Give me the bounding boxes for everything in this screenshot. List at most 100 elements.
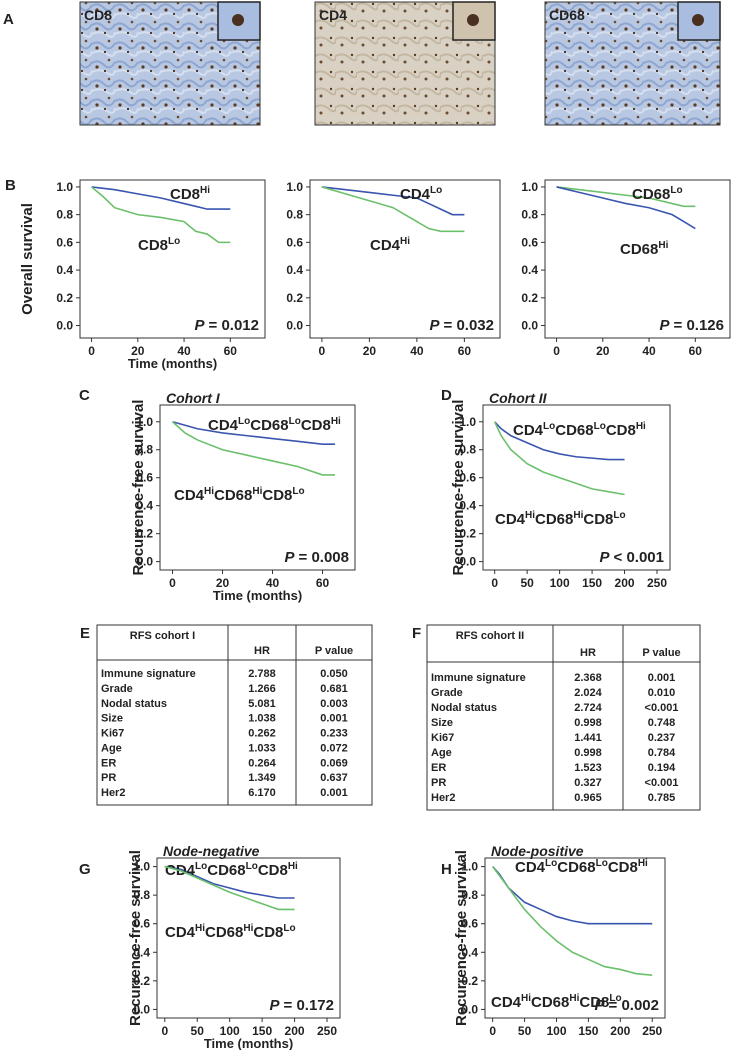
label-base: CD8	[608, 859, 638, 876]
y-tick-label: 1.0	[521, 180, 538, 194]
label-base: CD8	[579, 994, 609, 1011]
p-symbol: P	[195, 317, 206, 334]
table-cell: 2.724	[574, 702, 602, 714]
x-tick-label: 200	[615, 576, 635, 590]
p-value: P = 0.008	[285, 549, 349, 566]
label-sup: Hi	[569, 993, 579, 1004]
table-cell: PR	[431, 777, 446, 789]
table-cell: Age	[431, 747, 452, 759]
label-sup: Hi	[331, 416, 341, 427]
x-tick-label: 150	[252, 1024, 272, 1038]
table-cell: ER	[431, 762, 446, 774]
label-base: CD4	[491, 994, 522, 1011]
y-tick-label: 0.6	[56, 235, 73, 249]
series-label: CD68Lo	[632, 185, 683, 203]
table-cell: Nodal status	[101, 698, 167, 710]
x-tick-label: 50	[520, 576, 534, 590]
series-label: CD4Hi	[370, 236, 410, 254]
p-symbol: P	[430, 317, 441, 334]
y-tick-label: 0.4	[136, 499, 153, 513]
x-tick-label: 0	[88, 344, 95, 358]
table-cell: 0.785	[648, 792, 676, 804]
x-tick-label: 0	[553, 344, 560, 358]
inset-cell	[467, 14, 479, 26]
y-tick-label: 0.0	[459, 555, 476, 569]
chart-title: Node-positive	[491, 843, 584, 859]
p-value: P = 0.172	[270, 997, 334, 1014]
p-value: P = 0.126	[660, 317, 724, 334]
label-sup: Hi	[204, 486, 214, 497]
x-tick-label: 60	[316, 576, 330, 590]
label-sup: Hi	[200, 185, 210, 196]
label-sup: Hi	[521, 993, 531, 1004]
panel-label: C	[79, 387, 90, 404]
y-tick-label: 0.8	[56, 208, 73, 222]
x-tick-label: 100	[550, 576, 570, 590]
series-label: CD8Hi	[170, 185, 210, 203]
table-cell: 0.050	[320, 668, 348, 680]
table-cell: 0.001	[320, 787, 348, 799]
label-base: CD68	[205, 924, 243, 941]
y-tick-label: 0.2	[461, 974, 478, 988]
x-tick-label: 20	[363, 344, 377, 358]
y-tick-label: 0.2	[521, 291, 538, 305]
table-cell: 0.001	[648, 672, 676, 684]
panel-label: F	[412, 625, 421, 642]
chart-title: Cohort I	[166, 390, 221, 406]
label-sup: Lo	[545, 858, 557, 869]
label-sup: Hi	[658, 240, 668, 251]
x-tick-label: 150	[582, 576, 602, 590]
y-tick-label: 0.2	[56, 291, 73, 305]
table-cell: 2.024	[574, 687, 602, 699]
y-tick-label: 0.8	[136, 443, 153, 457]
x-tick-label: 40	[642, 344, 656, 358]
panel-label: A	[3, 11, 14, 28]
table-cell: PR	[101, 772, 116, 784]
p-text: = 0.032	[444, 317, 494, 334]
image-title: CD4	[319, 7, 347, 23]
y-tick-label: 0.0	[286, 319, 303, 333]
survival-curve	[91, 186, 231, 210]
label-sup: Hi	[252, 486, 262, 497]
table-cell: 0.194	[648, 762, 676, 774]
y-tick-label: 1.0	[459, 415, 476, 429]
y-tick-label: 0.8	[461, 888, 478, 902]
table-cell: 1.033	[248, 742, 276, 754]
label-sup: Hi	[243, 923, 253, 934]
p-value: P = 0.012	[195, 317, 259, 334]
p-symbol: P	[595, 997, 606, 1014]
x-tick-label: 100	[546, 1024, 566, 1038]
y-tick-label: 0.8	[459, 443, 476, 457]
p-symbol: P	[285, 549, 296, 566]
panel-label: D	[441, 387, 452, 404]
survival-curve	[91, 186, 231, 244]
label-base: CD8	[583, 511, 613, 528]
y-tick-label: 0.4	[56, 263, 73, 277]
table-cell: 0.637	[320, 772, 348, 784]
table-cell: Ki67	[431, 732, 454, 744]
x-axis-label: Time (months)	[204, 1036, 293, 1050]
x-tick-label: 250	[317, 1024, 337, 1038]
table-frame	[426, 624, 701, 811]
y-tick-label: 0.6	[136, 471, 153, 485]
label-sup: Hi	[636, 421, 646, 432]
table-cell: 0.001	[320, 713, 348, 725]
survival-curve	[171, 421, 335, 476]
y-tick-label: 0.4	[459, 499, 476, 513]
label-sup: Lo	[670, 185, 682, 196]
y-axis-label: Recurrence-free survival	[127, 850, 144, 1026]
y-tick-label: 0.2	[136, 527, 153, 541]
table-header: RFS cohort II	[456, 630, 524, 642]
p-text: = 0.002	[609, 997, 659, 1014]
y-tick-label: 0.2	[133, 974, 150, 988]
label-base: CD8	[253, 924, 283, 941]
label-base: CD68	[531, 994, 569, 1011]
label-base: CD4	[174, 487, 205, 504]
y-tick-label: 1.0	[136, 415, 153, 429]
table-header: P value	[642, 647, 680, 659]
survival-curve	[556, 186, 696, 208]
table-cell: 0.784	[648, 747, 676, 759]
y-tick-label: 1.0	[56, 180, 73, 194]
plot-frame	[159, 404, 356, 571]
